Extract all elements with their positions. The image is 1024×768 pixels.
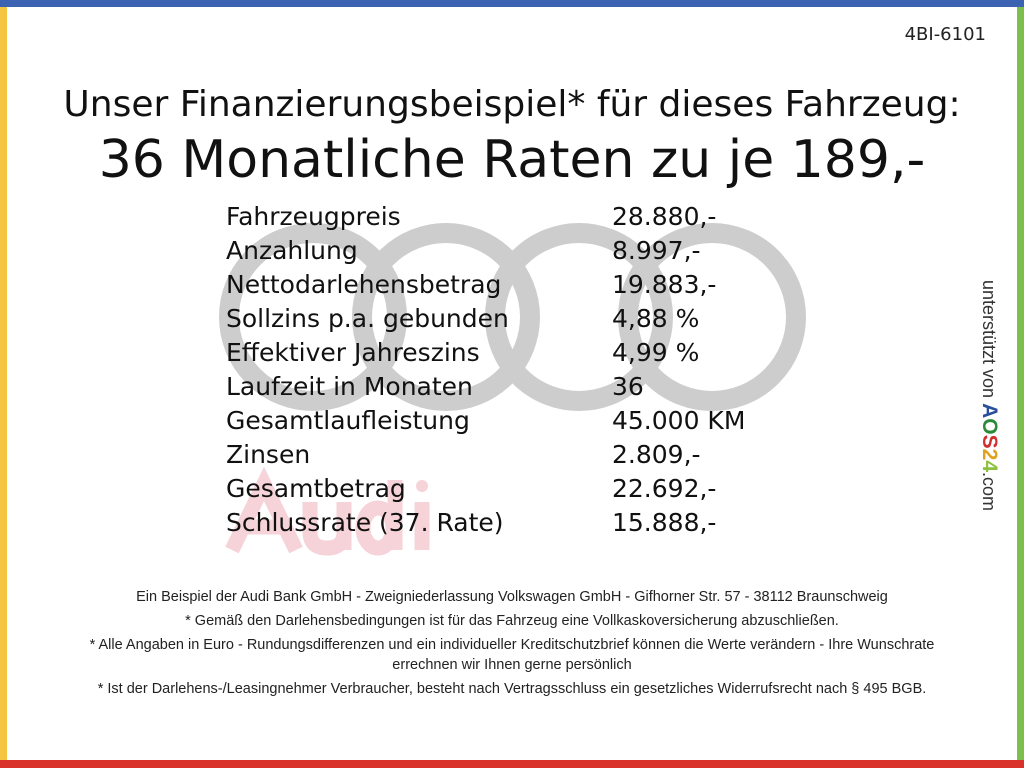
row-label: Anzahlung (226, 236, 358, 265)
letter-i-dot (416, 480, 428, 492)
row-value: 22.692,- (612, 474, 717, 503)
aos24-letter: 4 (978, 460, 1001, 472)
row-label: Fahrzeugpreis (226, 202, 401, 231)
row-label: Zinsen (226, 440, 311, 469)
table-row: Nettodarlehensbetrag 19.883,- (226, 268, 745, 302)
left-border (0, 7, 7, 760)
ring-1 (219, 223, 407, 411)
top-border (0, 0, 1024, 7)
footer-disclaimer: Ein Beispiel der Audi Bank GmbH - Zweign… (70, 587, 954, 703)
vehicle-code: 4BI-6101 (904, 24, 986, 45)
audi-rings (219, 223, 806, 411)
aos24-letter: A (978, 403, 1001, 419)
footer-line: * Gemäß den Darlehensbedingungen ist für… (185, 613, 839, 629)
table-row: Schlussrate (37. Rate) 15.888,- (226, 506, 745, 540)
audi-lettering-picture (225, 466, 430, 556)
table-row: Effektiver Jahreszins 4,99 % (226, 336, 745, 370)
bottom-border (0, 760, 1024, 768)
table-row: Laufzeit in Monaten 36 (226, 370, 745, 404)
row-label: Schlussrate (37. Rate) (226, 508, 504, 537)
row-value: 2.809,- (612, 440, 701, 469)
ring-3 (485, 223, 673, 411)
aos24-letter: S (978, 434, 1001, 449)
financing-table: Fahrzeugpreis 28.880,- Anzahlung 8.997,- Net… (226, 200, 745, 540)
ring-4 (618, 223, 806, 411)
headline: Unser Finanzierungsbeispiel* für dieses … (63, 84, 961, 125)
row-value: 36 (612, 372, 644, 401)
sponsor-prefix: unterstützt von (979, 280, 999, 399)
row-value: 28.880,- (612, 202, 717, 231)
letter-u-shape (302, 502, 352, 556)
row-value: 4,88 % (612, 304, 700, 333)
right-border (1017, 7, 1024, 760)
table-row: Zinsen 2.809,- (226, 438, 745, 472)
footer-line: Ein Beispiel der Audi Bank GmbH - Zweign… (136, 589, 888, 605)
row-value: 15.888,- (612, 508, 717, 537)
row-value: 45.000 KM (612, 406, 746, 435)
row-label: Effektiver Jahreszins (226, 338, 480, 367)
table-row: Anzahlung 8.997,- (226, 234, 745, 268)
row-value: 8.997,- (612, 236, 701, 265)
row-label: Gesamtlaufleistung (226, 406, 470, 435)
footer-line: * Alle Angaben in Euro - Rundungsdiffere… (89, 637, 935, 673)
aos24-letter: 2 (978, 448, 1001, 461)
sponsor-suffix: .com (979, 472, 999, 512)
row-label: Gesamtbetrag (226, 474, 406, 503)
row-label: Nettodarlehensbetrag (226, 270, 502, 299)
ring-2 (352, 223, 540, 411)
footer-line: * Ist der Darlehens-/Leasingnehmer Verbr… (97, 681, 927, 697)
table-row: Fahrzeugpreis 28.880,- (226, 200, 745, 234)
row-label: Laufzeit in Monaten (226, 372, 473, 401)
letter-a-shape (225, 466, 303, 554)
row-label: Sollzins p.a. gebunden (226, 304, 509, 333)
row-value: 4,99 % (612, 338, 700, 367)
table-row: Gesamtlaufleistung 45.000 KM (226, 404, 745, 438)
aos24-logo: AOS24 (978, 403, 1001, 472)
table-row: Sollzins p.a. gebunden 4,88 % (226, 302, 745, 336)
row-value: 19.883,- (612, 270, 717, 299)
table-row: Gesamtbetrag 22.692,- (226, 472, 745, 506)
sponsor-note: unterstützt von AOS24.com (977, 280, 1001, 570)
monthly-rate-headline: 36 Monatliche Raten zu je 189,- (98, 130, 926, 190)
aos24-letter: O (978, 418, 1001, 435)
